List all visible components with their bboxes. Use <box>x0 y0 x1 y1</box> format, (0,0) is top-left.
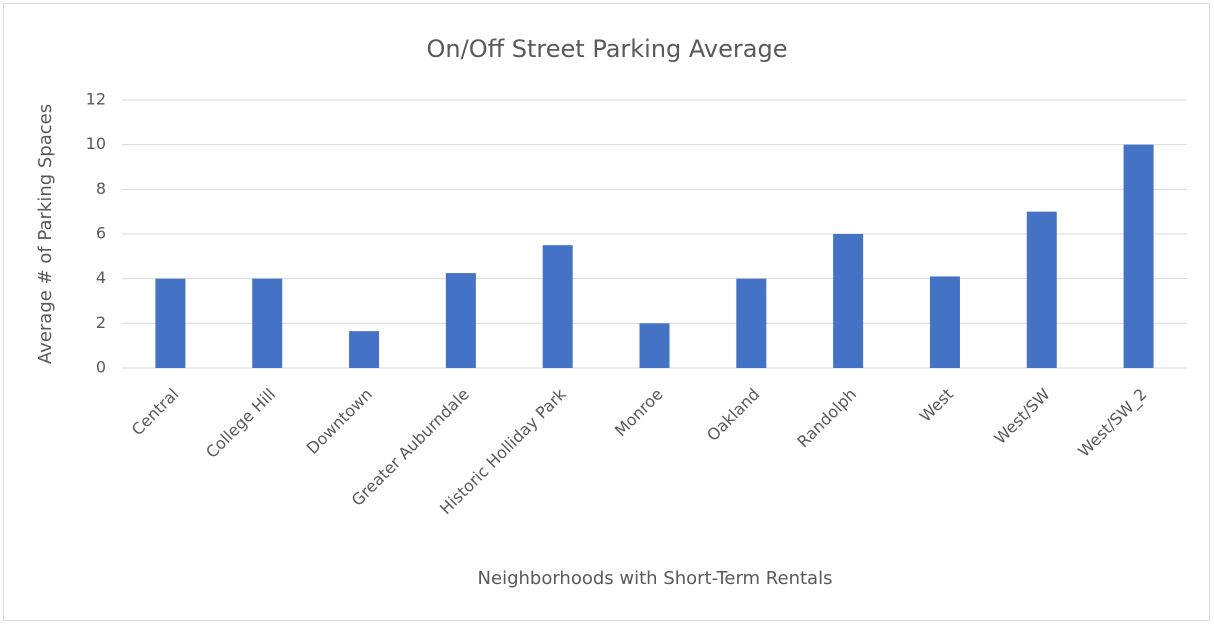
y-tick-label: 12 <box>86 90 106 109</box>
bar <box>445 273 476 368</box>
y-axis-label: Average # of Parking Spaces <box>35 104 56 364</box>
y-tick-label: 2 <box>96 313 106 332</box>
chart-border <box>3 3 1210 621</box>
bar <box>736 278 767 368</box>
y-tick-label: 4 <box>96 268 106 287</box>
bar <box>542 245 573 368</box>
bar <box>929 276 960 368</box>
y-tick-label: 0 <box>96 358 106 377</box>
bar <box>639 323 670 368</box>
chart-title: On/Off Street Parking Average <box>427 35 788 63</box>
bar <box>1026 211 1057 368</box>
y-tick-label: 10 <box>86 134 106 153</box>
y-tick-label: 6 <box>96 224 106 243</box>
bar <box>349 331 380 368</box>
x-axis-label: Neighborhoods with Short-Term Rentals <box>478 568 833 589</box>
bar <box>1123 144 1154 368</box>
bar <box>252 278 283 368</box>
bar <box>155 278 186 368</box>
y-tick-label: 8 <box>96 179 106 198</box>
bar <box>833 234 864 368</box>
